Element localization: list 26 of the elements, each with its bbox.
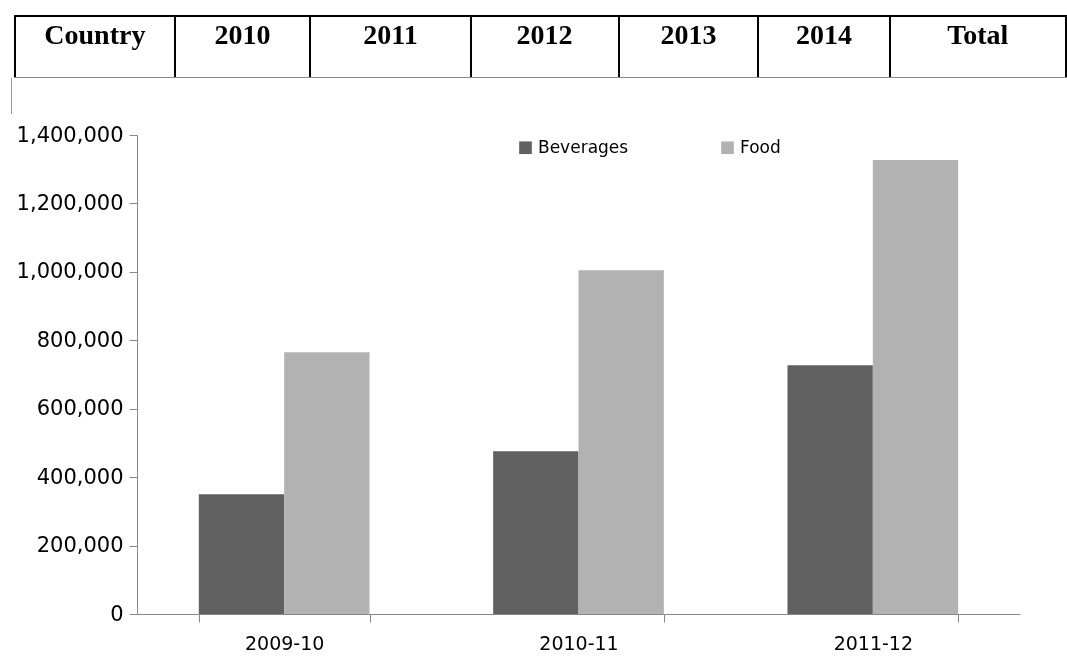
text: 2011	[310, 16, 471, 77]
y-tick-label: 200,000	[36, 533, 124, 558]
y-tick-label: 0	[110, 601, 124, 626]
text: 2010	[174, 16, 311, 77]
y-tick-label: 1,400,000	[16, 122, 124, 147]
x-tick-label: 2010-11	[539, 631, 619, 654]
text: 2014	[758, 16, 890, 77]
text: Country	[15, 16, 175, 77]
y-tick-label: 1,200,000	[16, 190, 124, 215]
x-tick-label: 2009-10	[244, 631, 325, 654]
y-tick-label: 400,000	[36, 464, 124, 489]
legend-label: Beverages	[538, 136, 629, 157]
bar	[493, 451, 579, 614]
y-tick-label: 1,000,000	[16, 259, 124, 284]
legend-label: Food	[740, 136, 781, 157]
text: 2012	[470, 16, 619, 77]
y-tick-label: 800,000	[36, 327, 124, 352]
bar	[198, 494, 285, 614]
bar	[872, 159, 959, 614]
bar	[787, 365, 873, 614]
bar	[578, 270, 664, 614]
x-tick-label: 2011-12	[833, 631, 914, 654]
text: Total	[889, 16, 1066, 77]
text: 2013	[618, 16, 759, 77]
bar	[284, 352, 370, 614]
y-tick-label: 600,000	[36, 396, 124, 421]
